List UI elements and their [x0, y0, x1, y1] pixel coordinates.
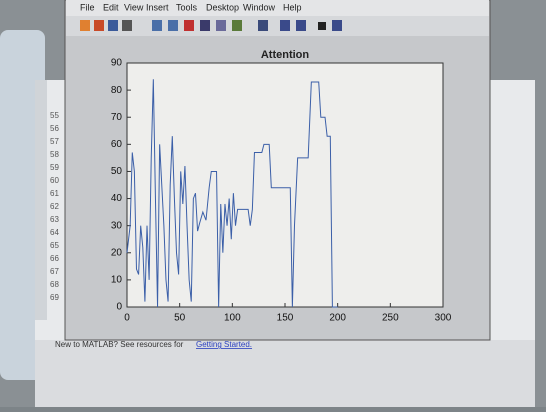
- x-tick-label: 150: [277, 313, 294, 324]
- icon[interactable]: [318, 22, 326, 30]
- icon[interactable]: [108, 20, 118, 31]
- icon[interactable]: [280, 20, 290, 31]
- x-tick-label: 50: [174, 313, 186, 324]
- line-number: 63: [50, 215, 59, 224]
- line-number: 57: [50, 137, 59, 146]
- x-tick-label: 300: [435, 313, 452, 324]
- menu-item[interactable]: Help: [283, 2, 302, 12]
- command-window: [35, 340, 535, 407]
- icon[interactable]: [184, 20, 194, 31]
- menu-item[interactable]: Tools: [176, 2, 198, 12]
- y-tick-label: 60: [111, 139, 123, 150]
- line-number: 60: [50, 176, 59, 185]
- line-number: 66: [50, 254, 59, 263]
- menu-item[interactable]: View: [124, 2, 144, 12]
- menu-item[interactable]: Insert: [146, 2, 169, 12]
- line-number: 61: [50, 189, 59, 198]
- menu-item[interactable]: Edit: [103, 2, 119, 12]
- icon[interactable]: [216, 20, 226, 31]
- icon[interactable]: [200, 20, 210, 31]
- icon[interactable]: [94, 20, 104, 31]
- y-tick-label: 40: [111, 193, 123, 204]
- screen: Attention New to MATLAB? See resources f…: [0, 0, 546, 407]
- icon[interactable]: [80, 20, 90, 31]
- line-number: 59: [50, 163, 59, 172]
- command-text: New to MATLAB? See resources for: [55, 340, 184, 349]
- y-tick-label: 50: [111, 166, 123, 177]
- x-tick-label: 0: [124, 313, 130, 324]
- line-number: 55: [50, 111, 59, 120]
- menu-item[interactable]: Window: [243, 2, 276, 12]
- icon[interactable]: [168, 20, 178, 31]
- y-tick-label: 70: [111, 112, 123, 123]
- line-number: 65: [50, 241, 59, 250]
- x-tick-label: 100: [224, 313, 241, 324]
- chart-title: Attention: [261, 49, 310, 61]
- icon[interactable]: [258, 20, 268, 31]
- icon[interactable]: [122, 20, 132, 31]
- editor-gutter: [35, 80, 47, 320]
- line-number: 67: [50, 267, 59, 276]
- x-tick-label: 200: [329, 313, 346, 324]
- y-tick-label: 0: [116, 302, 122, 313]
- y-tick-label: 90: [111, 58, 123, 69]
- command-link[interactable]: Getting Started.: [196, 340, 252, 349]
- line-number: 69: [50, 293, 59, 302]
- line-number: 68: [50, 280, 59, 289]
- y-tick-label: 20: [111, 247, 123, 258]
- y-tick-label: 30: [111, 220, 123, 231]
- icon[interactable]: [332, 20, 342, 31]
- y-tick-label: 80: [111, 85, 123, 96]
- y-tick-label: 10: [111, 275, 123, 286]
- line-number: 58: [50, 150, 59, 159]
- menu-item[interactable]: File: [80, 2, 95, 12]
- line-number: 64: [50, 228, 59, 237]
- menu-item[interactable]: Desktop: [206, 2, 239, 12]
- icon[interactable]: [152, 20, 162, 31]
- line-number: 56: [50, 124, 59, 133]
- icon[interactable]: [232, 20, 242, 31]
- line-number: 62: [50, 202, 59, 211]
- x-tick-label: 250: [382, 313, 399, 324]
- icon[interactable]: [296, 20, 306, 31]
